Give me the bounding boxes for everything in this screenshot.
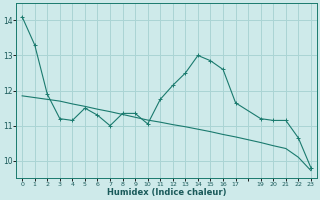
X-axis label: Humidex (Indice chaleur): Humidex (Indice chaleur) xyxy=(107,188,226,197)
